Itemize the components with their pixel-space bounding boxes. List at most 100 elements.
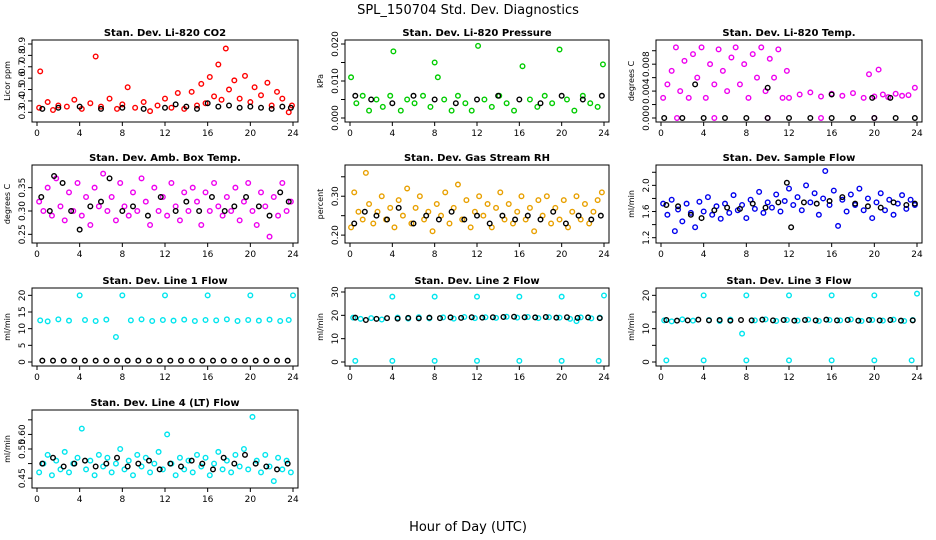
data-point [287, 104, 294, 111]
data-point [108, 469, 115, 476]
panel-title: Stan. Dev. Line 1 Flow [102, 276, 227, 287]
x-tick-label: 8 [119, 495, 125, 505]
data-point [74, 454, 81, 461]
data-point [159, 466, 166, 473]
data-point [514, 208, 521, 215]
data-point [903, 201, 910, 208]
data-point [553, 314, 560, 321]
x-tick-label: 4 [701, 250, 707, 260]
data-point [234, 318, 241, 325]
y-tick-label: 0 [642, 359, 652, 365]
data-point [103, 460, 110, 467]
data-point [672, 44, 679, 51]
panel: Stan. Dev. Line 1 Flow 0 4 8 12 16 20 24 0 5 10 15 2… [3, 276, 299, 383]
data-point [783, 317, 790, 324]
data-point [390, 48, 397, 55]
y-tick-label: 15 [18, 306, 28, 317]
data-point [668, 196, 675, 203]
data-point [74, 179, 81, 186]
data-point [202, 454, 209, 461]
data-point [44, 99, 51, 106]
y-tick-label: 0.6 [18, 71, 28, 86]
data-point [204, 292, 211, 299]
data-point [707, 61, 714, 68]
data-point [48, 472, 55, 479]
y-tick-label: 20 [18, 289, 28, 301]
data-point [71, 357, 78, 364]
data-point [474, 212, 481, 219]
data-point [690, 51, 697, 58]
data-point [39, 105, 46, 112]
data-point [236, 463, 243, 470]
data-point [807, 114, 814, 121]
data-point [106, 95, 113, 102]
data-point [209, 466, 216, 473]
data-point [474, 96, 481, 103]
data-point [223, 457, 230, 464]
data-point [482, 314, 489, 321]
data-point [596, 315, 603, 322]
data-point [208, 193, 215, 200]
data-point [39, 357, 46, 364]
x-tick-label: 8 [119, 129, 125, 139]
data-point [270, 478, 277, 485]
data-point [181, 189, 188, 196]
data-point [119, 104, 126, 111]
x-tick-label: 4 [77, 129, 83, 139]
data-point [548, 220, 555, 227]
data-point [775, 46, 782, 53]
data-point [188, 88, 195, 95]
data-point [60, 357, 67, 364]
data-point [826, 198, 833, 205]
data-point [57, 466, 64, 473]
x-tick-label: 12 [159, 250, 170, 260]
data-point [481, 96, 488, 103]
data-point [668, 67, 675, 74]
data-point [404, 185, 411, 192]
data-series [352, 92, 605, 107]
data-point [590, 208, 597, 215]
data-point [518, 193, 525, 200]
data-point [433, 200, 440, 207]
data-point [277, 189, 284, 196]
data-point [727, 317, 734, 324]
data-point [83, 193, 90, 200]
data-point [218, 96, 225, 103]
data-point [106, 175, 113, 182]
data-point [149, 318, 156, 325]
x-tick-label: 20 [556, 250, 568, 260]
y-tick-label: 0.020 [331, 31, 341, 57]
data-point [526, 204, 533, 211]
x-tick-label: 0 [34, 373, 40, 383]
data-point [711, 114, 718, 121]
data-point [598, 92, 605, 99]
data-series [39, 357, 291, 364]
data-point [373, 315, 380, 322]
data-point [241, 72, 248, 79]
data-point [826, 317, 833, 324]
data-point [253, 221, 260, 228]
data-point [181, 316, 188, 323]
data-point [359, 92, 366, 99]
data-point [351, 220, 358, 227]
data-point [172, 207, 179, 214]
data-point [773, 318, 780, 325]
data-point [378, 193, 385, 200]
data-point [209, 357, 216, 364]
data-point [562, 220, 569, 227]
data-point [690, 317, 697, 324]
data-point [700, 208, 707, 215]
data-point [121, 466, 128, 473]
data-point [92, 53, 99, 60]
data-point [193, 198, 200, 205]
data-point [70, 207, 77, 214]
data-point [558, 293, 565, 300]
data-point [117, 179, 124, 186]
data-point [598, 189, 605, 196]
data-point [387, 204, 394, 211]
data-point [274, 357, 281, 364]
data-point [860, 207, 867, 214]
y-axis-label: degrees C [627, 60, 636, 101]
data-point [871, 357, 878, 364]
